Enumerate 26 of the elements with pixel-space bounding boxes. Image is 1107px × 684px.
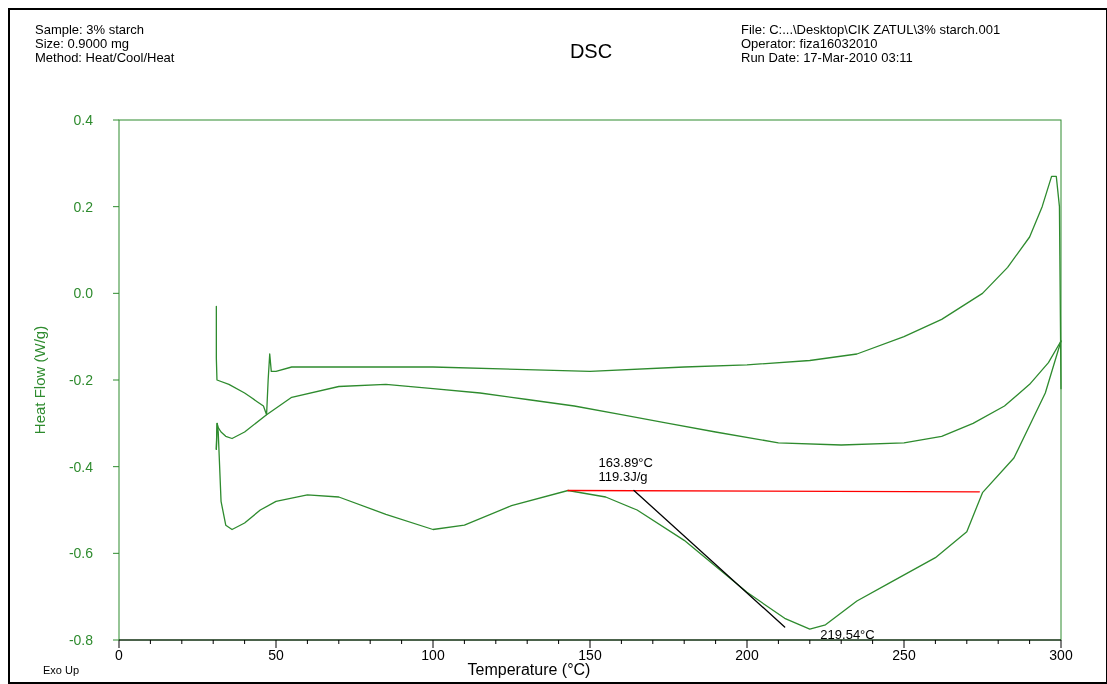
x-tick-label: 300 — [1049, 647, 1073, 663]
x-axis-title: Temperature (°C) — [467, 661, 591, 678]
text: File: C:...\Desktop\CIK ZATUL\3% starch.001 — [741, 22, 1001, 37]
x-tick-label: 50 — [268, 647, 284, 663]
text: Size: 0.9000 mg — [35, 36, 129, 51]
y-tick-label: 0.0 — [73, 285, 94, 302]
x-tick-label: 0 — [115, 647, 124, 663]
x-tick-label: 150 — [578, 647, 602, 663]
y-tick-label: -0.4 — [68, 458, 94, 475]
text: Sample: 3% starch — [35, 22, 145, 37]
x-tick-label: 200 — [735, 647, 759, 663]
y-tick-label: -0.2 — [68, 372, 94, 388]
x-tick-label: 100 — [421, 647, 445, 663]
x-tick-label: 250 — [892, 647, 916, 663]
y-tick-label: -0.6 — [68, 545, 94, 562]
y-tick-label: 0.4 — [73, 112, 94, 128]
y-tick-label: 0.2 — [73, 198, 94, 215]
annotation: 219.54°C — [820, 627, 875, 643]
text: Operator: fiza16032010 — [741, 36, 878, 51]
text: Exo Up — [43, 664, 80, 676]
y-tick-label: -0.8 — [68, 632, 94, 648]
y-axis-title: Heat Flow (W/g) — [31, 325, 48, 435]
annotation: 163.89°C 119.3J/g — [598, 454, 653, 484]
text: Method: Heat/Cool/Heat — [35, 50, 175, 65]
chart-title: DSC — [569, 40, 613, 62]
text: Run Date: 17-Mar-2010 03:11 — [741, 50, 913, 65]
